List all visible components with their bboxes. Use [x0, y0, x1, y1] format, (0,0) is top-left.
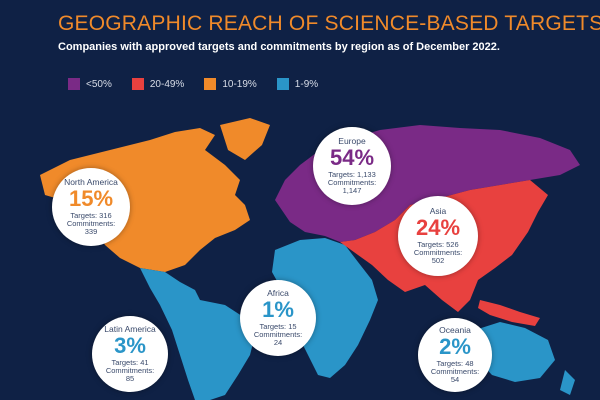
region-commitments-value: 502: [431, 256, 445, 266]
region-north-america: [40, 128, 250, 272]
region-name: Asia: [429, 205, 447, 216]
region-targets: Targets: 1,133: [328, 169, 376, 179]
legend-label: 10-19%: [222, 78, 257, 90]
page-subtitle: Companies with approved targets and comm…: [58, 41, 500, 53]
legend-item-over-50: <50%: [68, 78, 112, 90]
bubble-latin-america: Latin America 3% Targets: 41 Commitments…: [92, 316, 168, 392]
region-targets: Targets: 48: [436, 358, 474, 368]
bubble-asia: Asia 24% Targets: 526 Commitments: 502: [398, 196, 478, 276]
region-commitments-label: Commitments:: [105, 365, 155, 375]
region-greenland: [220, 118, 270, 160]
legend-swatch-orange: [204, 78, 217, 90]
region-latin-america: [140, 268, 255, 400]
region-commitments-value: 85: [125, 374, 135, 384]
bubble-oceania: Oceania 2% Targets: 48 Commitments: 54: [418, 318, 492, 392]
legend-item-1-9: 1-9%: [276, 78, 319, 90]
region-name: Latin America: [104, 323, 156, 334]
legend-swatch-blue: [276, 78, 289, 90]
region-commitments-value: 339: [84, 227, 98, 237]
bubble-europe: Europe 54% Targets: 1,133 Commitments: 1…: [313, 127, 391, 205]
legend-swatch-purple: [68, 78, 80, 90]
bubble-africa: Africa 1% Targets: 15 Commitments: 24: [240, 280, 316, 356]
region-targets: Targets: 15: [259, 321, 297, 331]
region-percent: 3%: [114, 332, 146, 358]
legend: <50% 20-49% 10-19% 1-9%: [68, 78, 318, 90]
legend-label: 20-49%: [149, 78, 185, 90]
region-africa: [272, 238, 378, 378]
region-commitments-label: Commitments:: [430, 366, 480, 376]
legend-label: <50%: [86, 78, 112, 90]
legend-swatch-red: [131, 78, 144, 90]
region-name: Europe: [338, 135, 366, 146]
region-sea-islands: [478, 300, 540, 326]
bubble-north-america: North America 15% Targets: 316 Commitmen…: [52, 168, 130, 246]
region-percent: 24%: [415, 214, 461, 240]
legend-item-10-19: 10-19%: [204, 78, 257, 90]
region-commitments-label: Commitments:: [66, 218, 116, 228]
region-commitments-label: Commitments:: [413, 247, 463, 257]
region-commitments-label: Commitments:: [327, 177, 377, 187]
region-new-zealand: [560, 370, 575, 395]
region-percent: 2%: [439, 333, 471, 359]
legend-label: 1-9%: [294, 78, 319, 90]
region-percent: 15%: [68, 185, 114, 211]
region-name: Africa: [267, 287, 289, 298]
region-targets: Targets: 316: [70, 210, 112, 220]
legend-item-20-49: 20-49%: [131, 78, 185, 90]
region-percent: 1%: [262, 296, 294, 322]
region-oceania: [470, 322, 555, 382]
region-percent: 54%: [329, 144, 375, 170]
page-title: GEOGRAPHIC REACH OF SCIENCE-BASED TARGET…: [58, 12, 600, 35]
region-targets: Targets: 41: [111, 357, 149, 367]
region-commitments-value: 1,147: [342, 186, 362, 196]
region-commitments-label: Commitments:: [253, 329, 303, 339]
region-commitments-value: 24: [273, 338, 283, 348]
region-name: Oceania: [439, 324, 471, 335]
region-targets: Targets: 526: [417, 239, 459, 249]
region-name: North America: [64, 176, 118, 187]
region-commitments-value: 54: [450, 375, 460, 385]
